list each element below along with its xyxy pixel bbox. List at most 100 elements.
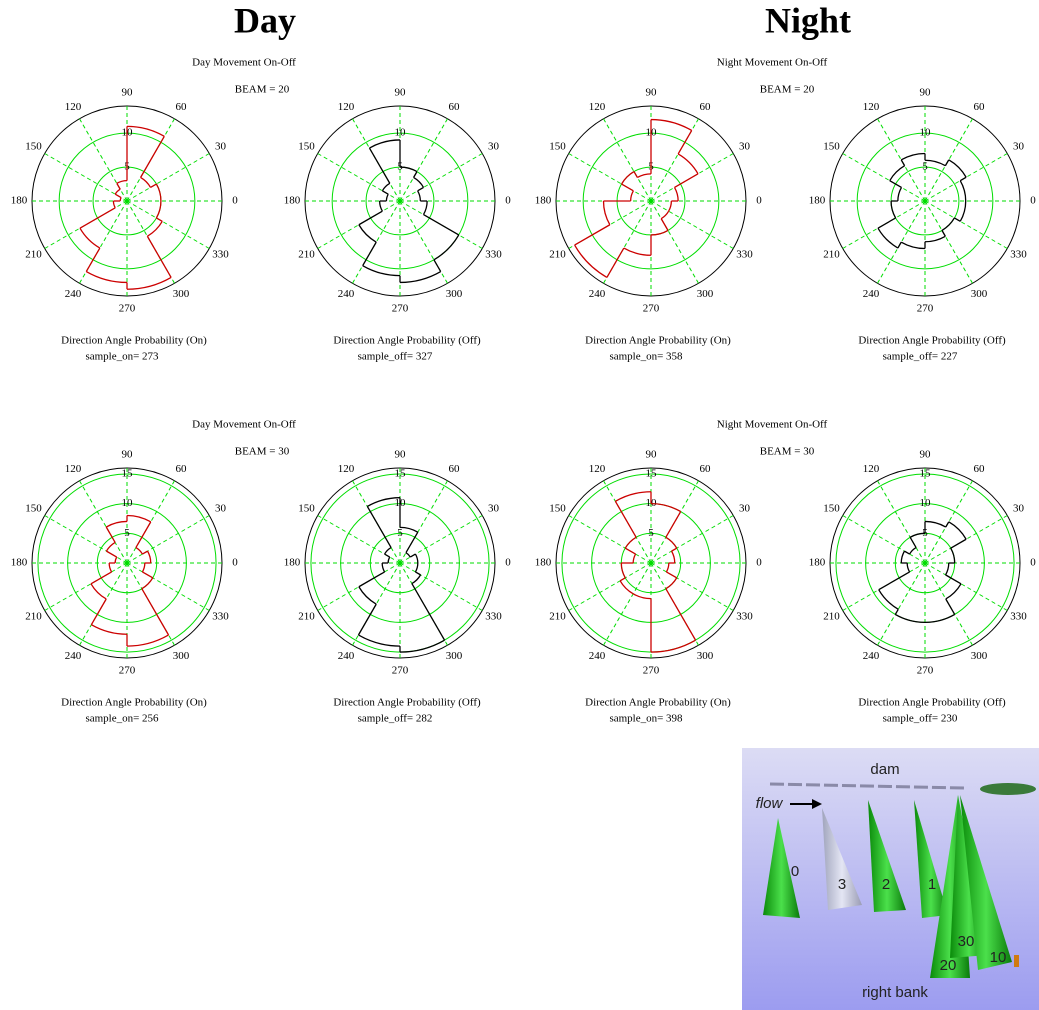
bin-edge — [358, 571, 385, 588]
angle-label: 150 — [823, 141, 840, 153]
cone — [822, 808, 862, 910]
bin-arc — [385, 193, 389, 202]
grid-spoke — [568, 515, 652, 564]
bin-arc — [79, 227, 101, 249]
grid-spoke — [924, 480, 973, 564]
flow-label: flow — [756, 795, 784, 812]
bin-arc — [650, 639, 696, 653]
grid-spoke — [924, 200, 973, 284]
angle-label: 0 — [1030, 557, 1036, 569]
angle-label: 120 — [589, 463, 606, 475]
bin-edge — [405, 531, 419, 554]
grid-ring — [835, 473, 1015, 653]
grid-spoke — [126, 118, 175, 202]
angle-label: 60 — [176, 101, 188, 113]
angle-label: 90 — [646, 449, 658, 461]
bin-edge — [674, 173, 699, 188]
bin-edge — [614, 500, 637, 538]
angle-label: 30 — [215, 141, 227, 153]
sample-label: sample_off= 327 — [358, 351, 433, 363]
bin-edge — [909, 536, 917, 548]
grid-spoke — [126, 515, 210, 564]
bin-arc — [90, 583, 107, 600]
bin-edge — [156, 217, 163, 222]
bin-arc — [378, 200, 383, 212]
grid-spoke — [842, 562, 926, 611]
bin-edge — [135, 521, 152, 548]
bin-arc — [135, 547, 143, 555]
angle-label: 330 — [212, 249, 229, 261]
rose-chart: 030609012015018021024027030033051015Dire… — [535, 449, 763, 725]
bin-arc — [422, 200, 428, 215]
angle-label: 240 — [589, 650, 606, 662]
bin-arc — [948, 159, 967, 178]
group-title: Day Movement On-Off — [192, 419, 296, 431]
radial-tick-label: 5 — [397, 527, 403, 539]
rose-chart: 030609012015018021024027030033051015Dire… — [809, 449, 1037, 725]
angle-label: 30 — [488, 503, 500, 515]
bin-edge — [619, 577, 626, 582]
bin-arc — [900, 152, 926, 161]
angle-label: 120 — [589, 101, 606, 113]
bin-arc — [126, 514, 152, 523]
angle-label: 120 — [863, 101, 880, 113]
bin-edge — [665, 511, 682, 538]
radial-tick-label: 15 — [920, 467, 932, 479]
angle-label: 150 — [549, 503, 566, 515]
bin-edge — [142, 550, 148, 555]
bin-arc — [948, 521, 967, 540]
angle-label: 90 — [122, 449, 134, 461]
angle-label: 180 — [11, 195, 28, 207]
bin-arc — [411, 574, 422, 585]
angle-label: 300 — [173, 650, 190, 662]
angle-label: 270 — [917, 303, 934, 315]
radial-tick-label: 15 — [646, 467, 658, 479]
radial-tick-label: 10 — [395, 127, 407, 139]
bin-arc — [114, 556, 118, 564]
bin-edge — [945, 574, 962, 585]
angle-label: 210 — [25, 611, 42, 623]
angle-label: 120 — [863, 463, 880, 475]
angle-label: 270 — [119, 665, 136, 677]
angle-label: 150 — [25, 503, 42, 515]
rose-chart: 030609012015018021024027030033051015Dire… — [284, 449, 512, 725]
bin-edge — [114, 193, 122, 199]
bin-edge — [411, 583, 446, 641]
grid-spoke — [842, 515, 926, 564]
cone — [914, 800, 948, 918]
radial-tick-label: 5 — [124, 527, 130, 539]
bin-arc — [900, 550, 906, 564]
angle-label: 30 — [739, 141, 751, 153]
bin-edge — [413, 171, 418, 178]
boat — [980, 783, 1036, 795]
bin-arc — [941, 217, 955, 231]
angle-label: 330 — [485, 611, 502, 623]
bin-edge — [358, 210, 383, 226]
grid-spoke — [126, 480, 175, 564]
marker — [1014, 955, 1019, 967]
grid-spoke — [842, 200, 926, 249]
angle-label: 150 — [549, 141, 566, 153]
angle-label: 300 — [173, 288, 190, 300]
bin-arc — [405, 552, 411, 558]
bin-arc — [381, 182, 391, 192]
cone-label: 30 — [958, 933, 975, 950]
bin-edge — [945, 521, 950, 528]
bin-arc — [877, 227, 899, 249]
angle-label: 30 — [215, 503, 227, 515]
bin-arc — [399, 270, 442, 284]
bin-edge — [90, 571, 112, 585]
cone-label: 3 — [838, 876, 846, 893]
bin-arc — [950, 547, 956, 564]
grid-spoke — [352, 480, 401, 564]
bin-arc — [85, 270, 128, 284]
angle-label: 60 — [176, 463, 188, 475]
bin-edge — [878, 571, 910, 591]
bin-arc — [384, 547, 392, 555]
bin-edge — [415, 571, 421, 576]
angle-label: 60 — [700, 463, 712, 475]
angle-label: 300 — [971, 650, 988, 662]
angle-label: 270 — [392, 303, 409, 315]
rose-chart: 0 30 60 90 120 150 180 210 240 270 300 330 5 10 Direct… — [809, 87, 1037, 363]
bin-edge — [941, 230, 946, 237]
